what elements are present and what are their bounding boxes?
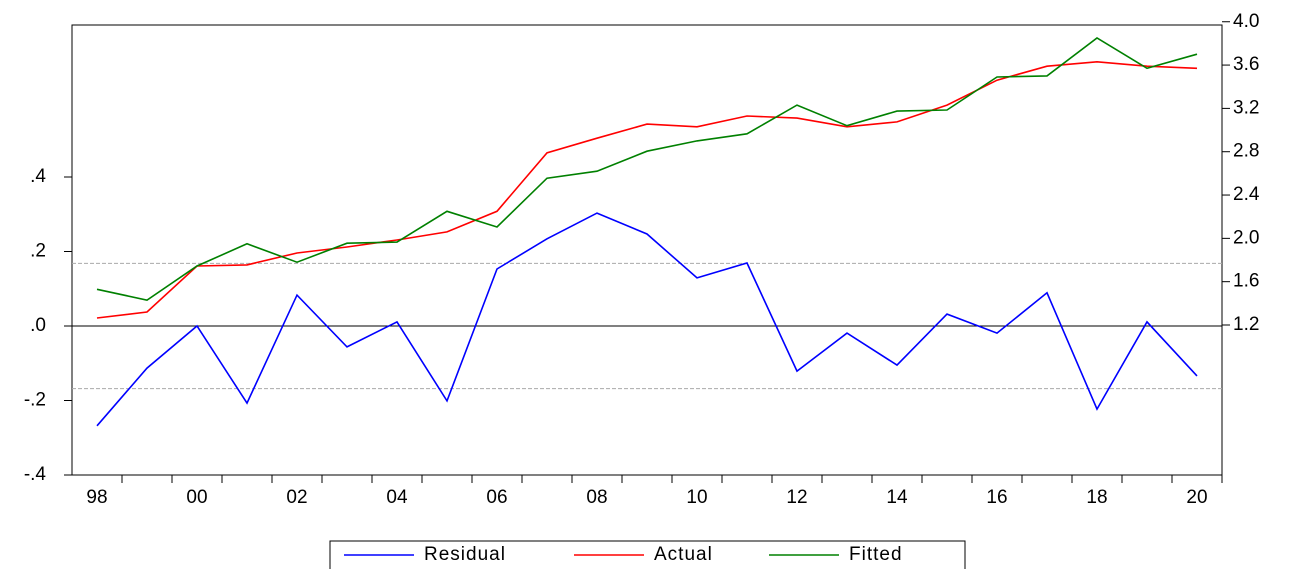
y2-tick-label: 2.4 bbox=[1233, 184, 1260, 205]
y2-tick-label: 2.8 bbox=[1233, 141, 1259, 162]
y2-tick-label: 2.0 bbox=[1233, 227, 1259, 248]
legend-box bbox=[329, 540, 966, 569]
legend-text: Actual bbox=[654, 544, 713, 565]
y-tick-label: .2 bbox=[30, 241, 46, 262]
series-line bbox=[96, 60, 1198, 319]
x-tick-label: 18 bbox=[1086, 487, 1107, 508]
x-tick-label: 00 bbox=[186, 487, 207, 508]
x-tick-label: 06 bbox=[486, 487, 507, 508]
x-tick-label: 02 bbox=[286, 487, 307, 508]
y-tick-label: .4 bbox=[30, 166, 46, 187]
y-tick-label: -.2 bbox=[24, 390, 46, 411]
x-tick-label: 14 bbox=[886, 487, 908, 508]
y2-tick-label: 3.2 bbox=[1233, 97, 1259, 118]
y2-tick-label: 3.6 bbox=[1233, 54, 1259, 75]
x-tick-label: 10 bbox=[686, 487, 707, 508]
y-tick-label: .0 bbox=[30, 315, 46, 336]
legend-text: Fitted bbox=[849, 544, 903, 565]
legend-text: Residual bbox=[424, 544, 506, 565]
series-line bbox=[96, 212, 1198, 427]
plot-frame bbox=[71, 24, 1223, 476]
x-tick-label: 98 bbox=[86, 487, 107, 508]
x-tick-label: 16 bbox=[986, 487, 1007, 508]
y2-tick-label: 4.0 bbox=[1233, 11, 1259, 32]
y2-tick-label: 1.6 bbox=[1233, 271, 1259, 292]
y2-tick-label: 1.2 bbox=[1233, 314, 1259, 335]
x-tick-label: 04 bbox=[386, 487, 408, 508]
series-line bbox=[96, 37, 1198, 301]
x-tick-label: 08 bbox=[586, 487, 607, 508]
y-tick-label: -.4 bbox=[24, 464, 47, 485]
x-tick-label: 12 bbox=[786, 487, 807, 508]
x-tick-label: 20 bbox=[1186, 487, 1207, 508]
